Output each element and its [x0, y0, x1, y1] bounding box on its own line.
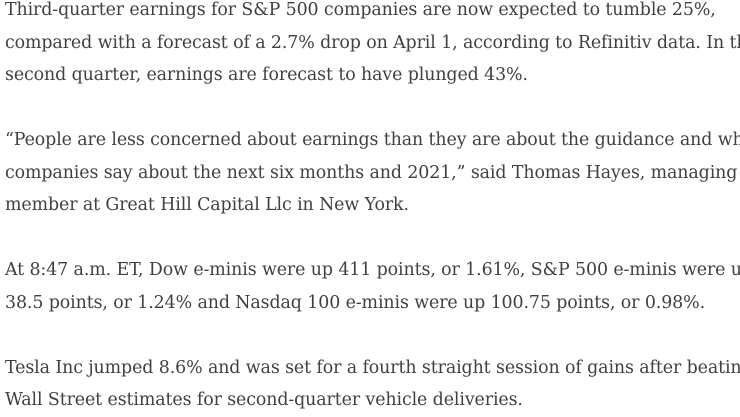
text-line: companies say about the next six months …	[5, 162, 738, 183]
text-line: Third-quarter earnings for S&P 500 compa…	[5, 0, 716, 20]
paragraph-futures: At 8:47 a.m. ET, Dow e-minis were up 411…	[5, 254, 740, 319]
text-line: member at Great Hill Capital Llc in New …	[5, 195, 409, 215]
text-line: compared with a forecast of a 2.7% drop …	[5, 32, 740, 53]
text-line: Wall Street estimates for second-quarter…	[5, 390, 523, 410]
text-line: At 8:47 a.m. ET, Dow e-minis were up 411…	[5, 260, 740, 280]
paragraph-quote: “People are less concerned about earning…	[5, 124, 740, 222]
text-line: Tesla Inc jumped 8.6% and was set for a …	[5, 357, 740, 378]
text-line: “People are less concerned about earning…	[5, 130, 740, 150]
text-line: second quarter, earnings are forecast to…	[5, 65, 528, 85]
text-line: 38.5 points, or 1.24% and Nasdaq 100 e-m…	[5, 292, 705, 313]
paragraph-earnings-forecast: Third-quarter earnings for S&P 500 compa…	[5, 0, 740, 92]
paragraph-tesla: Tesla Inc jumped 8.6% and was set for a …	[5, 352, 740, 417]
